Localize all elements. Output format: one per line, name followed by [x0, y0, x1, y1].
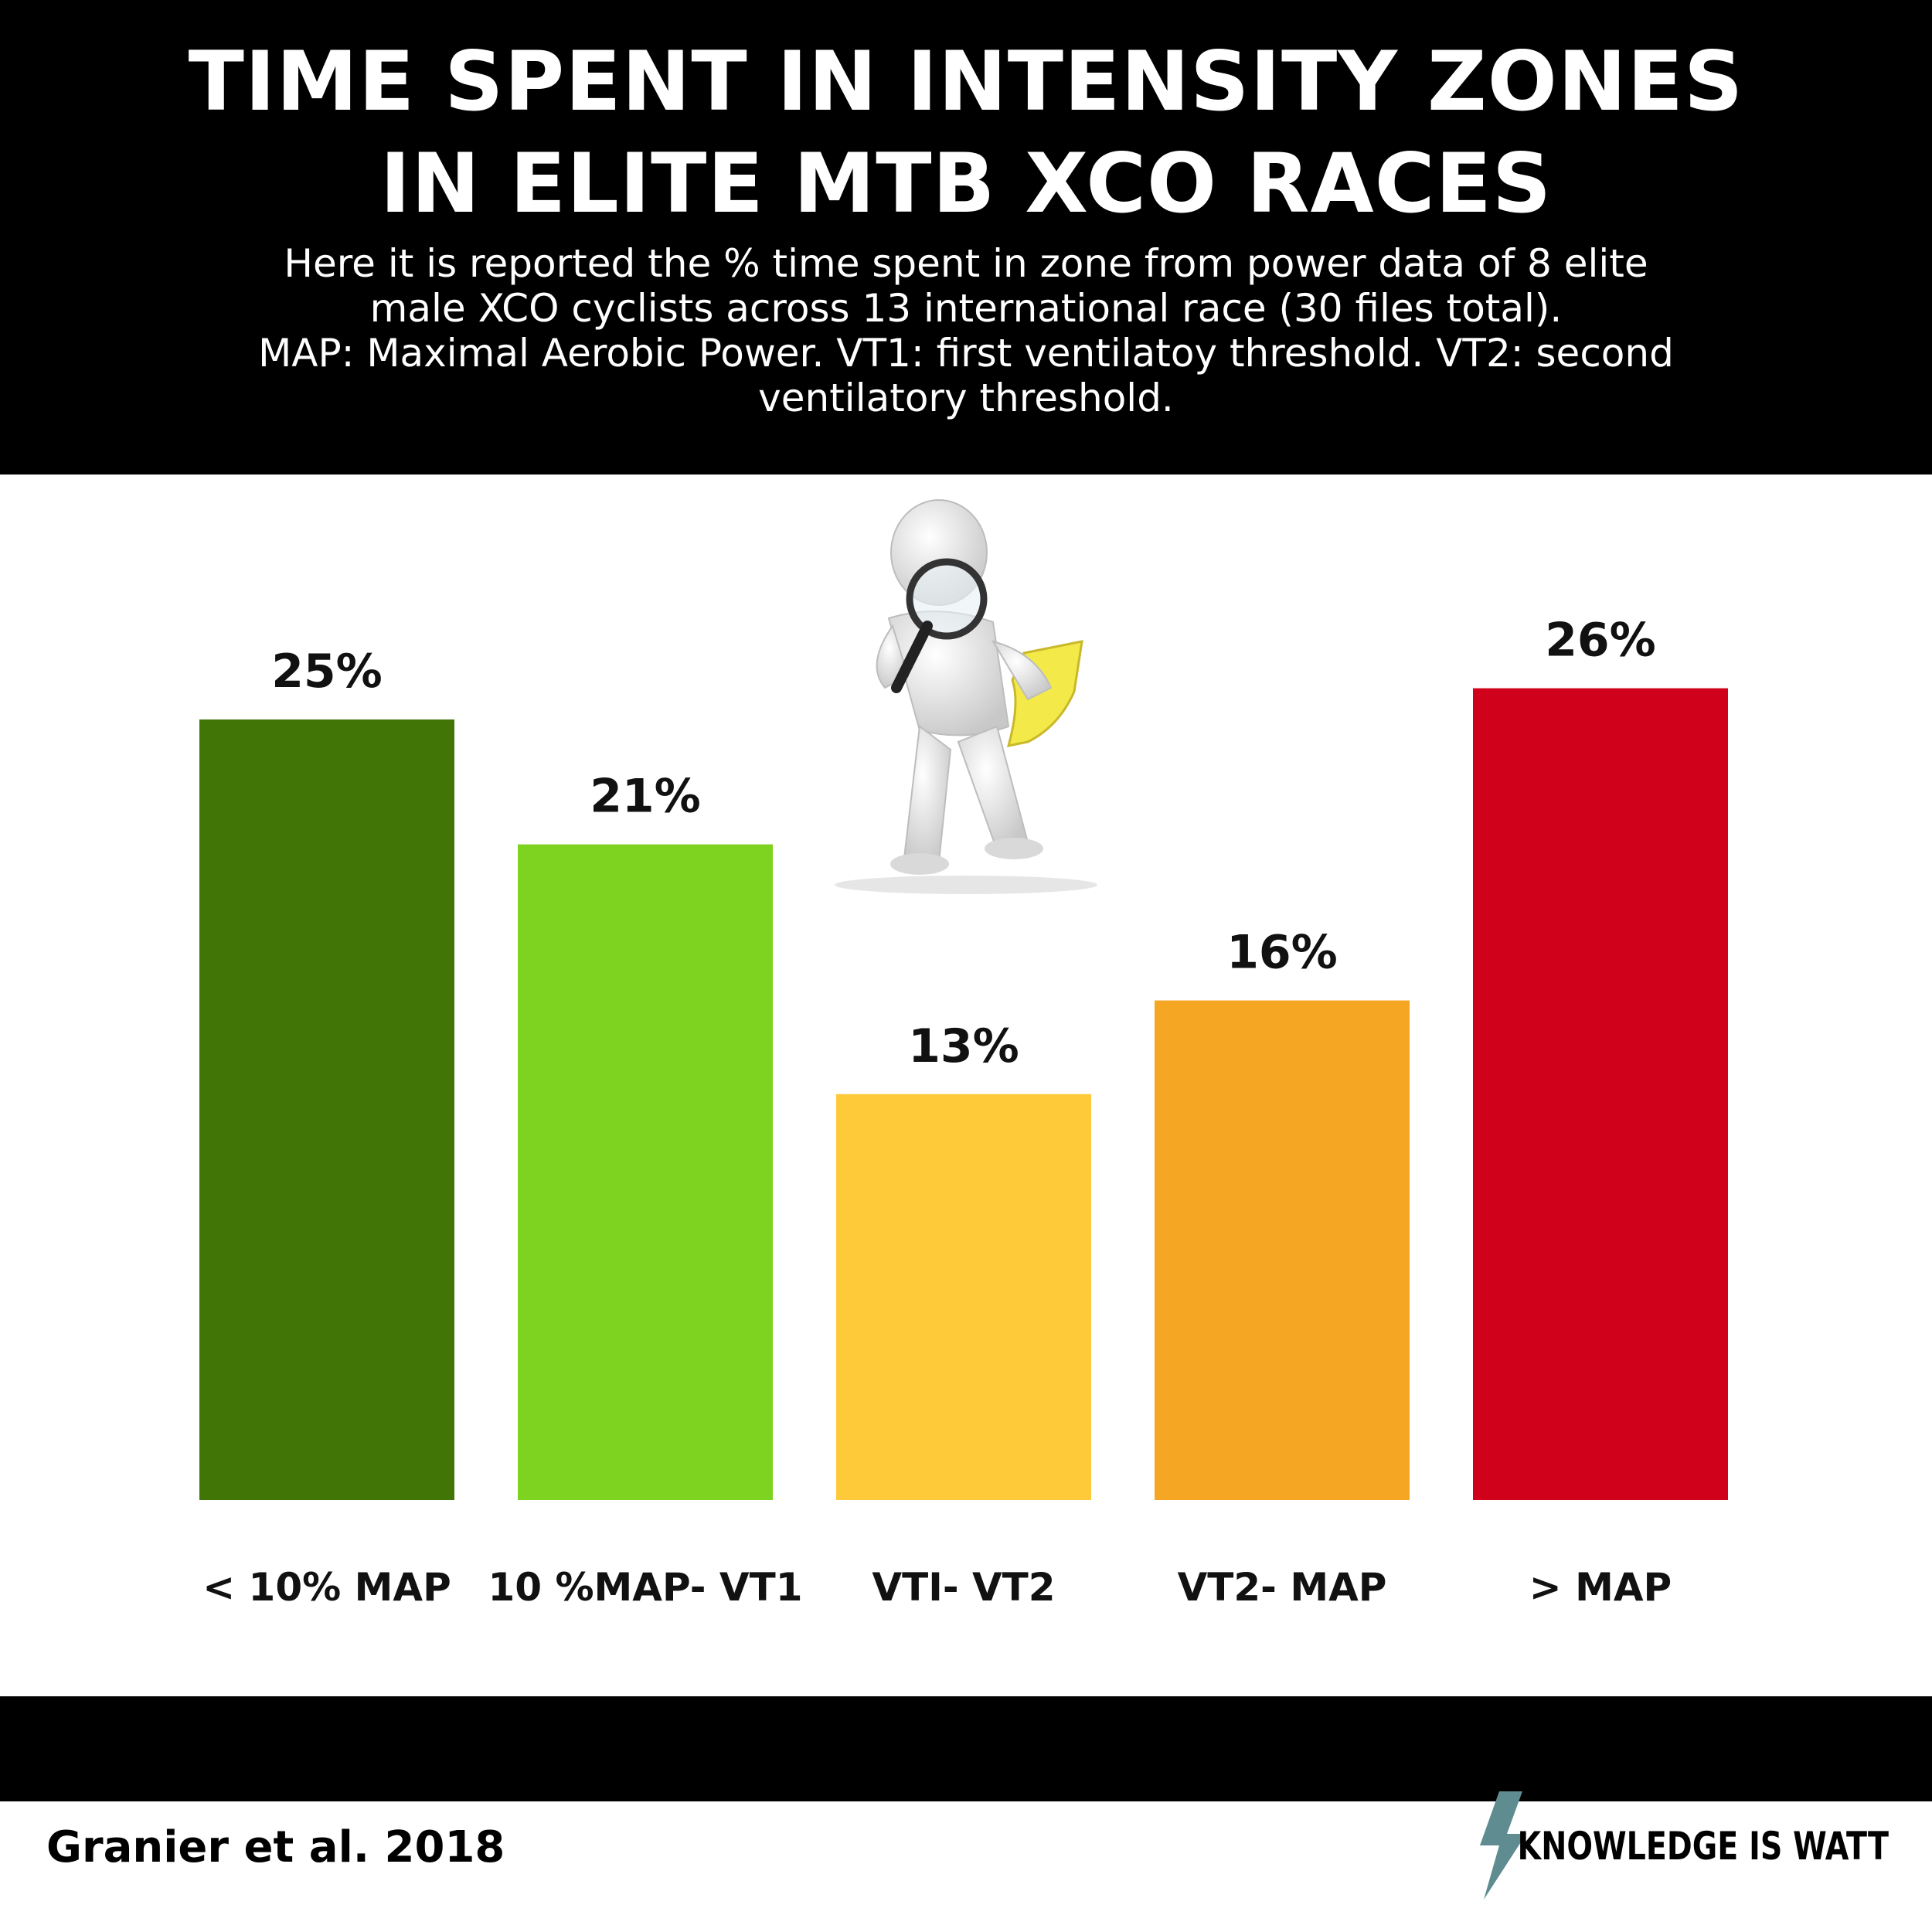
source-citation: Granier et al. 2018: [46, 1822, 505, 1872]
category-label-4: VT2- MAP: [1178, 1565, 1387, 1610]
value-label-2: 21%: [590, 770, 701, 824]
footer-bar: [0, 1696, 1932, 1801]
header: TIME SPENT IN INTENSITY ZONES IN ELITE M…: [0, 0, 1932, 474]
value-label-5: 26%: [1545, 614, 1656, 668]
bar-1: [199, 719, 454, 1500]
title-line-2: IN ELITE MTB XCO RACES: [379, 136, 1553, 231]
bar-4: [1155, 1000, 1410, 1500]
value-label-1: 25%: [271, 645, 383, 699]
value-label-4: 16%: [1226, 926, 1338, 980]
bar-3: [836, 1094, 1091, 1500]
bar-5: [1473, 688, 1728, 1500]
subtitle-line-3: MAP: Maximal Aerobic Power. VT1: first v…: [258, 331, 1674, 376]
brand-name: KNOWLEDGE IS WATT: [1517, 1824, 1889, 1869]
title-line-1: TIME SPENT IN INTENSITY ZONES: [188, 34, 1744, 129]
value-label-3: 13%: [908, 1019, 1019, 1073]
magnifying-glass-figure-icon: [835, 499, 1097, 894]
subtitle-line-2: male XCO cyclists across 13 internationa…: [369, 286, 1563, 331]
category-label-3: VTI- VT2: [872, 1565, 1055, 1610]
subtitle-line-4: ventilatory threshold.: [758, 376, 1174, 420]
category-label-2: 10 %MAP- VT1: [488, 1565, 802, 1610]
category-label-1: < 10% MAP: [202, 1565, 451, 1610]
category-label-5: > MAP: [1529, 1565, 1672, 1610]
chart-subtitle: Here it is reported the % time spent in …: [116, 241, 1816, 420]
bar-2: [518, 844, 773, 1500]
subtitle-line-1: Here it is reported the % time spent in …: [284, 241, 1648, 286]
bar-chart: 25% < 10% MAP 21% 10 %MAP- VT1 13% VTI- VT2 16…: [199, 614, 1728, 1610]
lightning-bolt-icon: [1480, 1791, 1526, 1900]
chart-title: TIME SPENT IN INTENSITY ZONES IN ELITE M…: [0, 31, 1932, 235]
